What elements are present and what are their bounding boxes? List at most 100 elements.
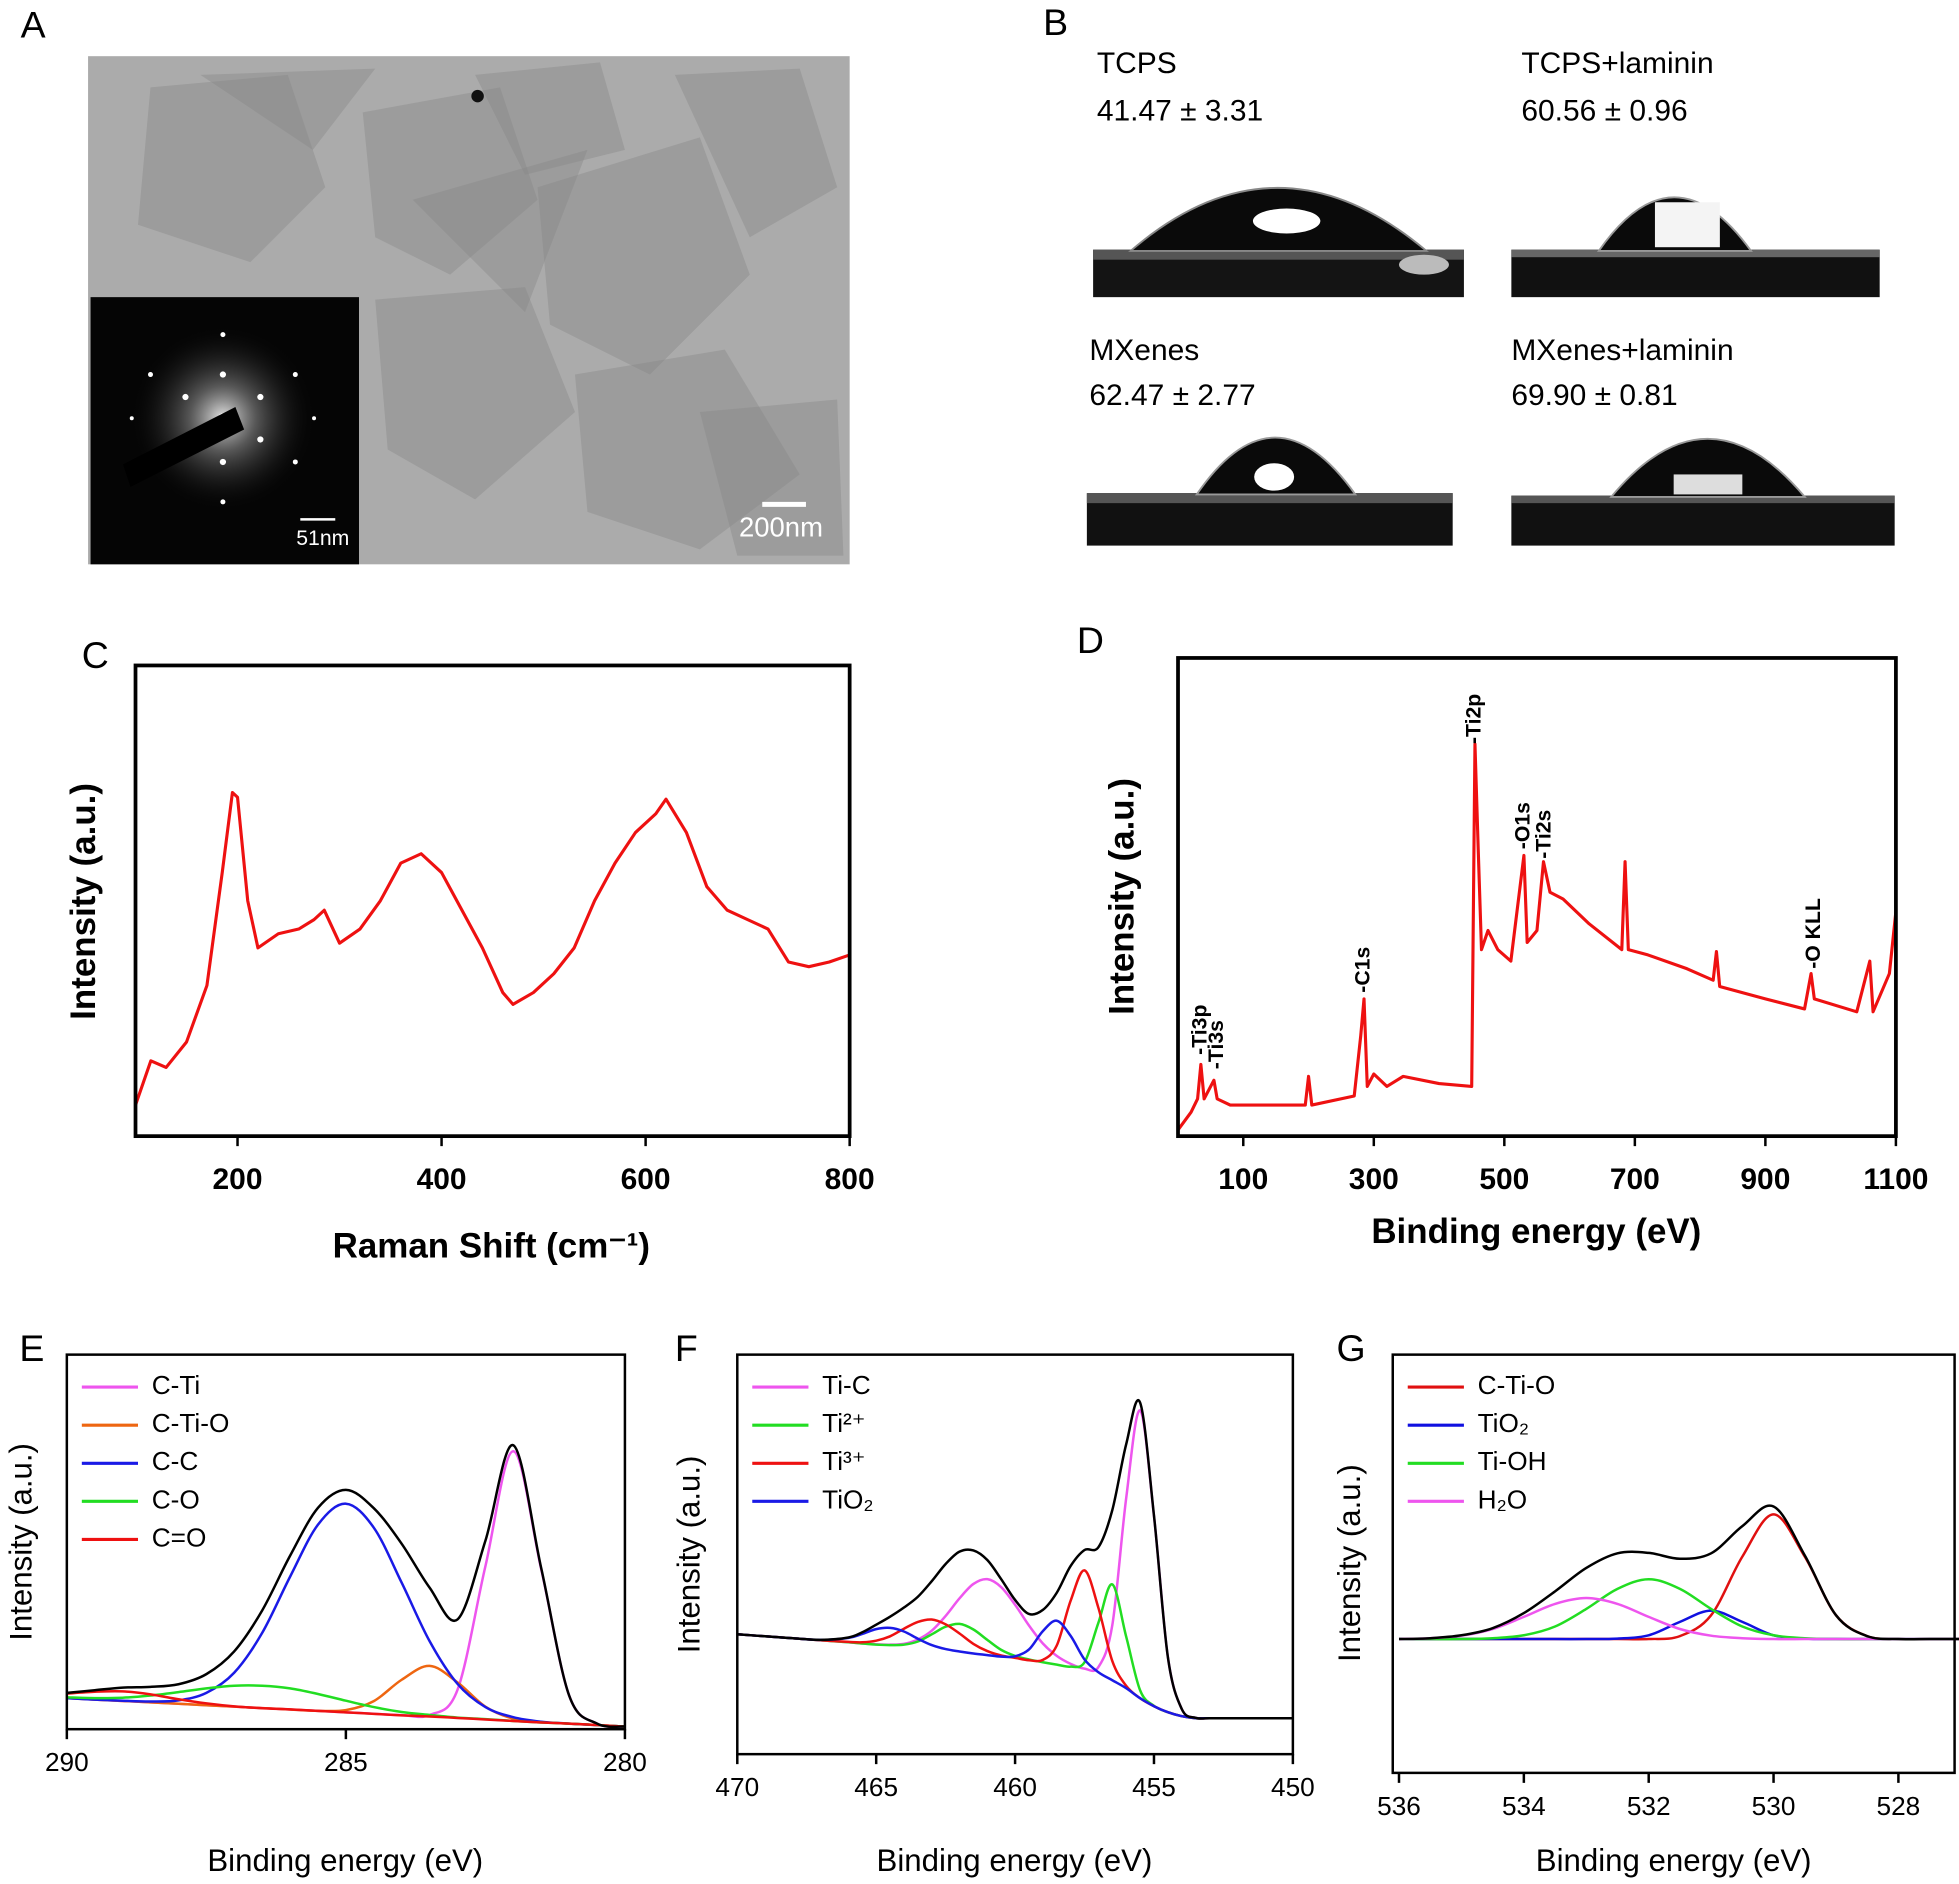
x-tick-label: 532 <box>1627 1791 1671 1821</box>
y-axis-label: Intensity (a.u.) <box>64 783 103 1020</box>
panel-b: B TCPS 41.47 ± 3.31 TCPS+laminin 60.56 ±… <box>1043 1 1895 546</box>
droplet-image <box>1086 436 1453 546</box>
peak-label: -O1s <box>1512 802 1535 849</box>
x-tick-label: 465 <box>854 1772 898 1802</box>
line-series <box>66 1502 625 1728</box>
panel-label: F <box>675 1327 698 1369</box>
panel-label: D <box>1077 619 1104 661</box>
x-axis-label: Raman Shift (cm⁻¹) <box>333 1227 650 1266</box>
droplet-image <box>1093 187 1464 298</box>
panel-label: E <box>19 1327 44 1369</box>
x-tick-label: 800 <box>825 1163 875 1196</box>
legend-label: C-Ti <box>152 1370 201 1400</box>
panel-label: C <box>82 634 109 676</box>
x-tick-label: 530 <box>1752 1791 1796 1821</box>
peak-label: -Ti2p <box>1463 694 1486 744</box>
x-tick-label: 900 <box>1740 1163 1790 1196</box>
line-series <box>1176 742 1898 1131</box>
line-series <box>66 1444 626 1729</box>
x-tick-label: 500 <box>1479 1163 1529 1196</box>
sample-name: MXenes+laminin <box>1511 334 1733 367</box>
x-tick-label: 400 <box>417 1163 467 1196</box>
legend-label: C-C <box>152 1446 199 1476</box>
x-tick-label: 700 <box>1610 1163 1660 1196</box>
beam-stop <box>123 407 245 487</box>
y-axis-label: Intensity (a.u.) <box>671 1456 706 1654</box>
line-series <box>737 1399 1293 1720</box>
x-tick-label: 455 <box>1132 1772 1176 1802</box>
x-tick-label: 536 <box>1377 1791 1421 1821</box>
inset-scale-label: 51nm <box>296 527 349 550</box>
panel-label: G <box>1337 1327 1366 1369</box>
x-tick-label: 600 <box>621 1163 671 1196</box>
y-axis-label: Intensity (a.u.) <box>1332 1464 1367 1662</box>
legend-label: C-Ti-O <box>1478 1370 1556 1400</box>
plot-frame <box>736 1353 1295 1756</box>
droplet-image <box>1511 196 1880 298</box>
sample-name: TCPS <box>1097 47 1177 80</box>
legend-label: Ti-C <box>822 1370 871 1400</box>
line-series <box>737 1409 1293 1720</box>
legend-label: H₂O <box>1478 1484 1527 1514</box>
plot-frame <box>1176 656 1898 1139</box>
x-tick-label: 470 <box>715 1772 759 1802</box>
panel-a: A 51nm 200nm <box>21 3 850 565</box>
line-series <box>737 1619 1293 1720</box>
line-series <box>66 1689 625 1728</box>
x-tick-label: 285 <box>324 1747 368 1777</box>
contact-angle: 60.56 ± 0.96 <box>1521 94 1687 127</box>
legend-label: C-Ti-O <box>152 1408 230 1438</box>
legend-label: TiO₂ <box>1478 1408 1529 1438</box>
x-tick-label: 290 <box>45 1747 89 1777</box>
y-axis-label: Intensity (a.u.) <box>1103 778 1142 1015</box>
charts: C 200 400 600 800 Raman Shift (cm⁻¹) Intensity… <box>3 619 1959 1878</box>
legend-label: Ti³⁺ <box>822 1446 865 1476</box>
x-axis-label: Binding energy (eV) <box>1371 1212 1701 1251</box>
panel-label: A <box>21 3 46 45</box>
sample-name: MXenes <box>1089 334 1199 367</box>
line-series <box>737 1569 1293 1720</box>
x-tick-label: 534 <box>1502 1791 1546 1821</box>
contact-angle: 41.47 ± 3.31 <box>1097 94 1263 127</box>
droplet-image <box>1511 438 1895 546</box>
peak-label: -O KLL <box>1802 898 1825 969</box>
line-series <box>1398 1609 1959 1641</box>
panel-label: B <box>1043 1 1068 43</box>
line-series <box>134 790 851 1106</box>
plot-frame <box>65 1353 627 1731</box>
x-axis-label: Binding energy (eV) <box>207 1843 483 1878</box>
x-axis-label: Binding energy (eV) <box>1536 1843 1812 1878</box>
particle <box>471 89 484 103</box>
peak-label: -Ti2s <box>1532 810 1555 859</box>
sample-name: TCPS+laminin <box>1521 47 1713 80</box>
legend-label: C-O <box>152 1484 200 1514</box>
peak-label: -Ti3p <box>1188 1005 1211 1055</box>
x-tick-label: 460 <box>993 1772 1037 1802</box>
contact-angle: 62.47 ± 2.77 <box>1089 379 1255 412</box>
x-tick-label: 1100 <box>1863 1163 1928 1196</box>
peak-label: -Ti3s <box>1205 1020 1228 1069</box>
x-tick-label: 200 <box>213 1163 263 1196</box>
x-axis-label: Binding energy (eV) <box>877 1843 1153 1878</box>
scale-label: 200nm <box>739 512 823 543</box>
x-tick-label: 450 <box>1271 1772 1315 1802</box>
x-tick-label: 280 <box>603 1747 647 1777</box>
legend-label: Ti²⁺ <box>822 1408 865 1438</box>
flakes <box>138 62 844 556</box>
line-series <box>66 1684 625 1728</box>
x-tick-label: 528 <box>1877 1791 1921 1821</box>
line-series <box>1398 1504 1959 1641</box>
plot-frame <box>1391 1353 1956 1775</box>
line-series <box>66 1450 626 1729</box>
line-series <box>1398 1596 1959 1641</box>
line-series <box>1398 1513 1959 1641</box>
x-tick-label: 100 <box>1218 1163 1268 1196</box>
x-tick-label: 300 <box>1349 1163 1399 1196</box>
legend-label: TiO₂ <box>822 1484 873 1514</box>
contact-angle: 69.90 ± 0.81 <box>1511 379 1677 412</box>
legend-label: Ti-OH <box>1478 1446 1547 1476</box>
legend-label: C=O <box>152 1522 207 1552</box>
peak-label: -C1s <box>1352 947 1375 993</box>
